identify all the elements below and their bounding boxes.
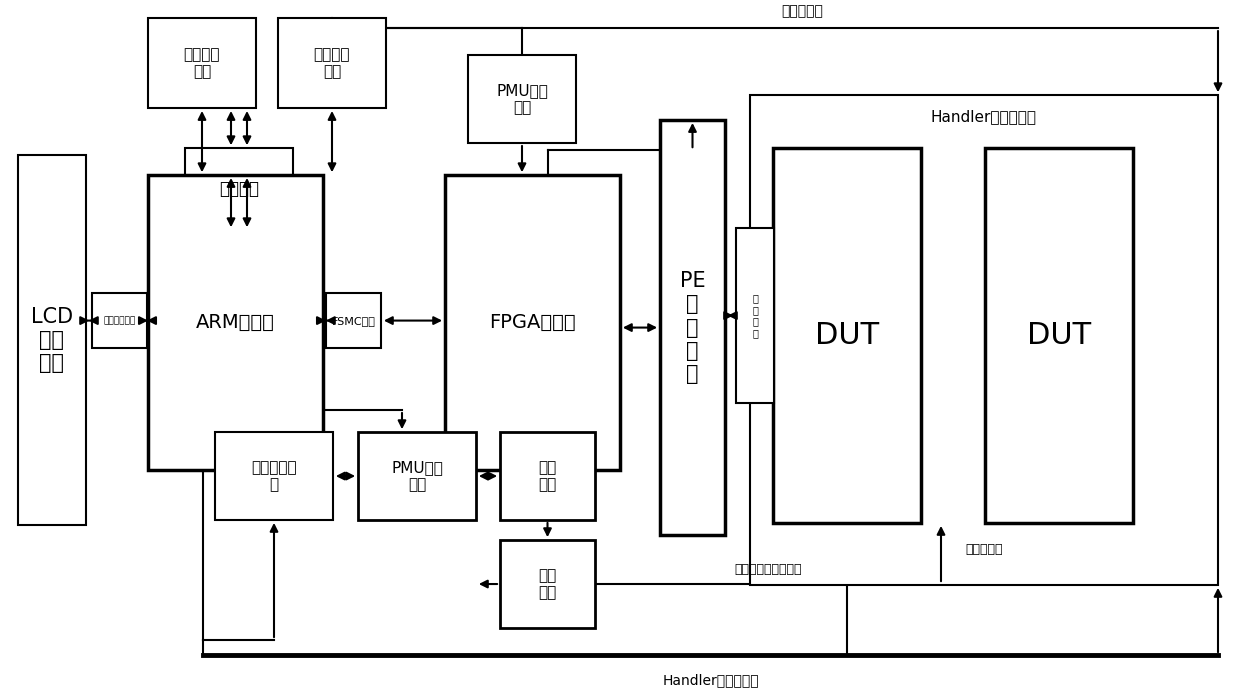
Text: 接
口
适
配: 接 口 适 配 <box>753 293 758 338</box>
Bar <box>358 432 476 520</box>
Bar <box>92 293 148 348</box>
Text: 电源控制
系统: 电源控制 系统 <box>314 47 350 79</box>
Bar <box>500 432 595 520</box>
Text: 数据传输总口: 数据传输总口 <box>103 316 135 325</box>
Bar <box>326 293 381 348</box>
Text: PMU控制
检测: PMU控制 检测 <box>496 83 548 116</box>
Text: DUT: DUT <box>815 321 879 350</box>
Bar <box>985 148 1133 523</box>
Text: 通道
选择: 通道 选择 <box>538 460 557 492</box>
Bar <box>19 155 86 525</box>
Text: Handler组控制总线: Handler组控制总线 <box>662 673 759 687</box>
Bar <box>500 540 595 628</box>
Text: 移动存储
设备: 移动存储 设备 <box>184 47 221 79</box>
Text: 状态指示: 状态指示 <box>219 180 259 198</box>
Bar <box>750 95 1218 585</box>
Bar <box>185 148 293 230</box>
Text: 检测及数据通信总线: 检测及数据通信总线 <box>734 563 802 576</box>
Text: ARM处理器: ARM处理器 <box>196 313 275 332</box>
Bar <box>148 175 322 470</box>
Bar <box>215 432 334 520</box>
Text: FSMC接口: FSMC接口 <box>331 316 376 326</box>
Bar <box>148 18 255 108</box>
Bar <box>737 228 774 403</box>
Bar <box>445 175 620 470</box>
Text: 烧录电源组: 烧录电源组 <box>781 4 823 18</box>
Text: 被测芯片组: 被测芯片组 <box>965 543 1003 556</box>
Text: 通道
选择: 通道 选择 <box>538 568 557 600</box>
Bar <box>660 120 725 535</box>
Bar <box>467 55 577 143</box>
Text: PMU控制
检测: PMU控制 检测 <box>391 460 443 492</box>
Text: DUT: DUT <box>1027 321 1091 350</box>
Bar <box>773 148 921 523</box>
Text: LCD
触控
显示: LCD 触控 显示 <box>31 307 73 373</box>
Text: Handler组测试设备: Handler组测试设备 <box>931 110 1037 125</box>
Text: 电压校准模
块: 电压校准模 块 <box>252 460 296 492</box>
Text: PE
电
平
转
换: PE 电 平 转 换 <box>680 271 706 384</box>
Bar <box>278 18 386 108</box>
Text: FPGA处理器: FPGA处理器 <box>490 313 575 332</box>
